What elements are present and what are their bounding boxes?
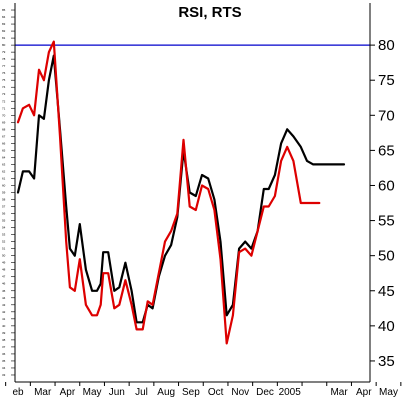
minor-tick-label: 34 (2, 366, 6, 370)
plot-frame (14, 3, 371, 383)
minor-tick-label: 66 (2, 141, 6, 145)
x-tick-label: Jun (109, 387, 125, 398)
minor-tick-label: 56 (2, 212, 6, 216)
minor-tick-label: 60 (2, 183, 6, 187)
y-axis-ticks: 35 40 45 50 55 60 65 70 75 80 (370, 37, 395, 370)
minor-tick-label: 42 (2, 310, 6, 314)
y-tick-label: 55 (378, 213, 395, 230)
minor-tick-label: 81 (2, 36, 6, 40)
minor-tick-label: 53 (2, 233, 6, 237)
minor-tick-label: 68 (2, 127, 6, 131)
minor-tick-label: 73 (2, 92, 6, 96)
minor-tick-label: 78 (2, 57, 6, 61)
x-tick-label: Dec (256, 387, 274, 398)
minor-tick-label: 40 (2, 324, 6, 328)
y-tick-label: 50 (378, 248, 395, 265)
minor-tick-label: 79 (2, 50, 6, 54)
minor-tick-label: 49 (2, 261, 6, 265)
minor-tick-label: 38 (2, 338, 6, 342)
y-tick-label: 80 (378, 37, 395, 54)
minor-tick-label: 72 (2, 99, 6, 103)
minor-tick-label: 65 (2, 148, 6, 152)
x-tick-label: Apr (60, 387, 76, 398)
minor-tick-label: 67 (2, 134, 6, 138)
series-line-black (16, 54, 346, 324)
y-tick-label: 40 (378, 318, 395, 335)
y-tick-label: 70 (378, 107, 395, 124)
minor-tick-label: 51 (2, 247, 6, 251)
minor-tick-label: 63 (2, 162, 6, 166)
minor-tick-label: 55 (2, 219, 6, 223)
x-tick-label: Mar (330, 387, 348, 398)
minor-tick-label: 54 (2, 226, 6, 230)
minor-tick-label: 35 (2, 359, 6, 363)
minor-tick-label: 69 (2, 120, 6, 124)
minor-tick-label: 85 (2, 8, 6, 12)
minor-tick-label: 52 (2, 240, 6, 244)
x-tick-label: Nov (231, 387, 249, 398)
x-tick-label: Aug (157, 387, 175, 398)
minor-tick-label: 43 (2, 303, 6, 307)
minor-tick-label: 46 (2, 282, 6, 286)
minor-tick-label: 37 (2, 345, 6, 349)
minor-tick-label: 59 (2, 191, 6, 195)
minor-tick-label: 44 (2, 296, 6, 300)
minor-tick-label: 36 (2, 352, 6, 356)
left-minor-scale: 85 84 83 82 81 80 79 78 77 76 75 74 73 72 71 70 69 68 67 66… (2, 8, 15, 377)
minor-tick-label: 57 (2, 205, 6, 209)
minor-tick-label: 84 (2, 15, 6, 19)
x-tick-label: May (379, 387, 398, 398)
y-tick-label: 75 (378, 72, 395, 89)
chart-title: RSI, RTS (178, 4, 241, 21)
minor-tick-label: 83 (2, 22, 6, 26)
minor-tick-label: 71 (2, 106, 6, 110)
x-tick-label: Mar (34, 387, 52, 398)
y-tick-label: 60 (378, 177, 395, 194)
series-group (16, 40, 346, 345)
minor-tick-label: 61 (2, 176, 6, 180)
y-tick-label: 65 (378, 142, 395, 159)
minor-tick-label: 74 (2, 85, 6, 89)
series-line-red (16, 40, 321, 345)
x-tick-label: Apr (356, 387, 372, 398)
minor-tick-label: 48 (2, 268, 6, 272)
x-tick-label: May (83, 387, 102, 398)
minor-tick-label: 80 (2, 43, 6, 47)
x-tick-label: eb (12, 387, 24, 398)
x-tick-label: Jul (135, 387, 148, 398)
y-tick-label: 45 (378, 283, 395, 300)
minor-tick-label: 47 (2, 275, 6, 279)
minor-tick-label: 82 (2, 29, 6, 33)
x-tick-label: Sep (182, 387, 200, 398)
minor-tick-label: 70 (2, 113, 6, 117)
minor-tick-label: 58 (2, 198, 6, 202)
x-tick-label: 2005 (279, 387, 302, 398)
minor-tick-label: 41 (2, 317, 6, 321)
minor-tick-label: 75 (2, 78, 6, 82)
minor-tick-label: 45 (2, 289, 6, 293)
minor-tick-label: 77 (2, 64, 6, 68)
y-tick-label: 35 (378, 353, 395, 370)
minor-tick-label: 76 (2, 71, 6, 75)
x-axis-ticks: eb Mar Apr May Jun Jul Aug Sep Oct Nov Dec 2005 Mar A… (5, 382, 402, 398)
x-tick-label: Oct (208, 387, 224, 398)
minor-tick-label: 39 (2, 331, 6, 335)
minor-tick-label: 64 (2, 155, 6, 159)
minor-tick-label: 33 (2, 373, 6, 377)
minor-tick-label: 62 (2, 169, 6, 173)
minor-tick-label: 50 (2, 254, 6, 258)
